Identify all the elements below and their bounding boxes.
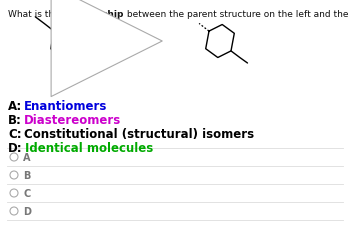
Text: What is the: What is the: [8, 10, 63, 19]
Text: Constitutional (structural) isomers: Constitutional (structural) isomers: [24, 128, 254, 141]
Text: B: B: [23, 171, 30, 181]
Text: between the parent structure on the left and the structure on the right?: between the parent structure on the left…: [124, 10, 350, 19]
Text: D:: D:: [8, 142, 23, 155]
Text: D: D: [23, 207, 31, 217]
Text: Diastereomers: Diastereomers: [24, 114, 121, 127]
Text: B:: B:: [8, 114, 22, 127]
Text: A: A: [23, 153, 30, 163]
Text: relationship: relationship: [63, 10, 124, 19]
Text: Identical molecules: Identical molecules: [25, 142, 153, 155]
Text: Enantiomers: Enantiomers: [24, 100, 108, 113]
Text: C:: C:: [8, 128, 22, 141]
Text: A:: A:: [8, 100, 22, 113]
Text: C: C: [23, 189, 30, 199]
